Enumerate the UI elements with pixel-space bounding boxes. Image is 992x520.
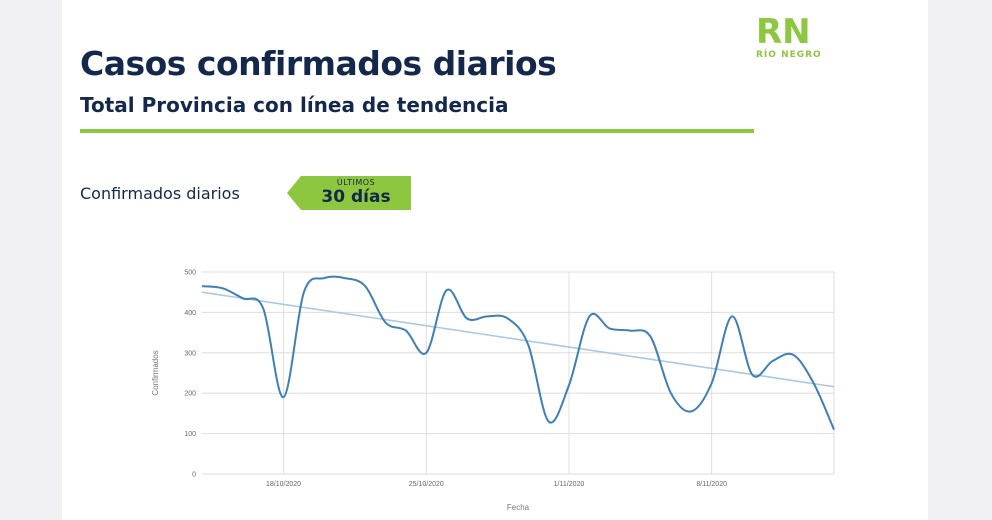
x-tick-label: 25/10/2020 bbox=[409, 481, 444, 488]
x-axis-title: Fecha bbox=[507, 503, 530, 512]
y-tick-label: 400 bbox=[184, 310, 196, 317]
x-tick-label: 8/11/2020 bbox=[696, 481, 727, 488]
title-underline bbox=[80, 129, 754, 133]
x-tick-label: 1/11/2020 bbox=[554, 481, 585, 488]
y-axis-title: Confirmados bbox=[151, 350, 160, 395]
page-title: Casos confirmados diarios bbox=[80, 44, 557, 83]
rio-negro-logo: RN RÍO NEGRO bbox=[756, 12, 830, 60]
logo-text: RÍO NEGRO bbox=[756, 50, 822, 60]
x-tick-label: 18/10/2020 bbox=[266, 481, 301, 488]
page-subtitle: Total Provincia con línea de tendencia bbox=[80, 93, 509, 117]
y-tick-label: 100 bbox=[184, 431, 196, 438]
daily-cases-chart: 0 100 200 300 400 500 18/10/2020 25/10/2020 1/11… bbox=[151, 270, 835, 512]
trend-line bbox=[201, 291, 835, 388]
logo-mark: RN bbox=[756, 12, 811, 52]
y-tick-label: 200 bbox=[184, 391, 196, 398]
y-tick-label: 500 bbox=[184, 270, 196, 277]
badge-top-text: ÚLTIMOS bbox=[336, 178, 376, 187]
badge-arrow-shape bbox=[287, 176, 411, 210]
y-tick-label: 300 bbox=[184, 350, 196, 357]
period-badge: ÚLTIMOS 30 días bbox=[287, 176, 411, 210]
badge-main-text: 30 días bbox=[321, 187, 391, 207]
y-tick-label: 0 bbox=[192, 472, 196, 479]
daily-cases-line bbox=[201, 275, 835, 430]
section-label: Confirmados diarios bbox=[80, 184, 240, 203]
